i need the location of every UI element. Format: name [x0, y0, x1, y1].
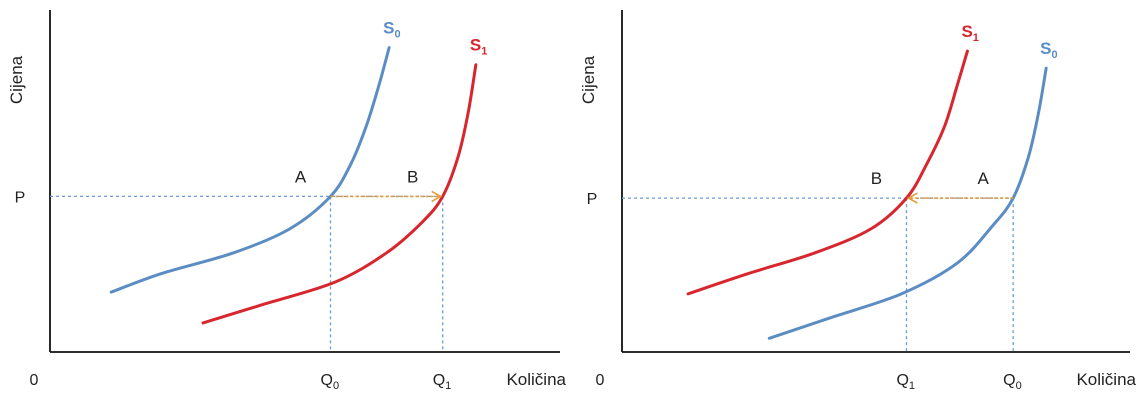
x-axis-label: Količina	[506, 370, 566, 389]
y-axis-label: Cijena	[7, 55, 26, 104]
x-tick-label-sub: 0	[1016, 380, 1022, 392]
equilibrium-point-label: A	[977, 169, 989, 188]
x-tick-label: Q1	[896, 372, 915, 392]
x-tick-label-sub: 1	[445, 380, 451, 392]
supply-curve-label-base: S	[383, 19, 394, 38]
supply-curve-label-base: S	[1040, 39, 1051, 58]
x-tick-label-sub: 1	[909, 380, 915, 392]
x-tick-label-base: Q	[433, 372, 445, 389]
supply-curve-s0	[109, 46, 391, 294]
x-tick-label-sub: 0	[333, 380, 339, 392]
equilibrium-point-label: B	[871, 169, 882, 188]
supply-curve-label-sub: 1	[973, 32, 979, 44]
x-tick-label-base: Q	[896, 372, 908, 389]
x-tick-label-base: Q	[1003, 372, 1015, 389]
supply-curve-label-sub: 0	[394, 29, 400, 41]
supply-curve-s1	[686, 49, 969, 296]
y-axis-label: Cijena	[579, 55, 598, 104]
price-tick-label: P	[587, 191, 598, 208]
supply-curve-s0	[767, 66, 1048, 340]
supply-curve-label: S1	[470, 36, 487, 58]
price-tick-label: P	[15, 189, 26, 206]
supply-curve-label: S1	[961, 22, 978, 44]
equilibrium-point-label: B	[407, 167, 418, 186]
supply-curve-label-sub: 1	[481, 46, 487, 58]
supply-curve-label-sub: 0	[1052, 49, 1058, 61]
supply-curve-label: S0	[1040, 39, 1057, 61]
x-tick-label: Q0	[1003, 372, 1022, 392]
x-tick-label-base: Q	[321, 372, 333, 389]
x-tick-label: Q0	[321, 372, 340, 392]
x-axis-label: Količina	[1076, 370, 1136, 389]
supply-curve-label-base: S	[470, 36, 481, 55]
x-tick-label: Q1	[433, 372, 452, 392]
supply-curve-label: S0	[383, 19, 400, 41]
origin-label: 0	[30, 372, 39, 389]
supply-curve-s1	[201, 63, 478, 325]
supply-curve-label-base: S	[961, 22, 972, 41]
origin-label: 0	[596, 372, 605, 389]
equilibrium-point-label: A	[295, 167, 307, 186]
